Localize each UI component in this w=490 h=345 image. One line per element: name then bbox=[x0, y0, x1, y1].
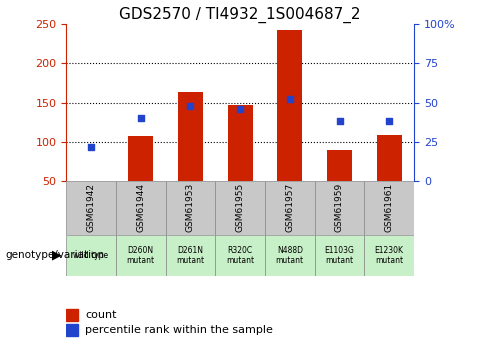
Bar bbox=[365, 235, 414, 276]
Bar bbox=[66, 235, 116, 276]
Bar bbox=[277, 30, 302, 181]
Text: genotype/variation: genotype/variation bbox=[5, 250, 104, 260]
Text: ▶: ▶ bbox=[51, 249, 61, 262]
Bar bbox=[66, 309, 78, 321]
Text: GSM61959: GSM61959 bbox=[335, 183, 344, 233]
Bar bbox=[265, 235, 315, 276]
Text: percentile rank within the sample: percentile rank within the sample bbox=[85, 325, 273, 335]
Bar bbox=[228, 105, 252, 181]
Bar bbox=[66, 324, 78, 336]
Text: GSM61957: GSM61957 bbox=[285, 183, 294, 233]
Text: E1230K
mutant: E1230K mutant bbox=[375, 246, 404, 265]
Bar bbox=[66, 181, 116, 235]
Point bbox=[336, 119, 343, 124]
Text: GSM61955: GSM61955 bbox=[236, 183, 245, 233]
Text: N488D
mutant: N488D mutant bbox=[276, 246, 304, 265]
Bar bbox=[178, 92, 203, 181]
Text: GSM61961: GSM61961 bbox=[385, 183, 393, 233]
Bar bbox=[377, 135, 402, 181]
Text: GSM61944: GSM61944 bbox=[136, 183, 145, 233]
Text: wild type: wild type bbox=[74, 251, 109, 260]
Bar bbox=[116, 235, 166, 276]
Point bbox=[187, 103, 195, 109]
Text: GSM61942: GSM61942 bbox=[87, 183, 96, 233]
Bar bbox=[265, 181, 315, 235]
Text: E1103G
mutant: E1103G mutant bbox=[324, 246, 354, 265]
Bar bbox=[166, 235, 215, 276]
Point bbox=[236, 106, 244, 112]
Bar bbox=[315, 181, 365, 235]
Point bbox=[286, 97, 294, 102]
Text: D261N
mutant: D261N mutant bbox=[176, 246, 204, 265]
Bar bbox=[128, 136, 153, 181]
Bar bbox=[215, 181, 265, 235]
Text: GSM61953: GSM61953 bbox=[186, 183, 195, 233]
Title: GDS2570 / TI4932_1S004687_2: GDS2570 / TI4932_1S004687_2 bbox=[120, 7, 361, 23]
Text: count: count bbox=[85, 310, 117, 320]
Bar bbox=[116, 181, 166, 235]
Point bbox=[87, 144, 95, 149]
Bar bbox=[365, 181, 414, 235]
Bar bbox=[166, 181, 215, 235]
Bar bbox=[327, 150, 352, 181]
Text: D260N
mutant: D260N mutant bbox=[126, 246, 155, 265]
Point bbox=[385, 119, 393, 124]
Bar bbox=[215, 235, 265, 276]
Point bbox=[137, 116, 145, 121]
Text: R320C
mutant: R320C mutant bbox=[226, 246, 254, 265]
Bar bbox=[315, 235, 365, 276]
